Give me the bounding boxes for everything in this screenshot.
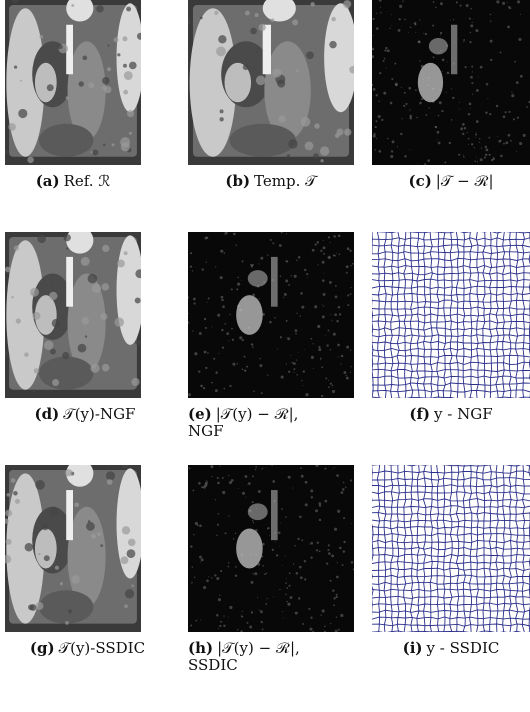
caption-label: (a) [36, 172, 60, 190]
caption: (f)y - NGF [372, 406, 530, 423]
subfigure-image [188, 0, 354, 165]
subfigure: (b)Temp. 𝒯 [188, 0, 354, 190]
caption-label: (d) [35, 405, 60, 423]
subfigure-image [188, 465, 354, 632]
subfigure-image [5, 232, 141, 398]
caption-text: y - SSDIC [427, 639, 500, 657]
caption-text: Ref. ℛ [64, 172, 111, 190]
caption-text: |𝒯 − ℛ| [436, 172, 494, 190]
caption-label: (i) [403, 639, 423, 657]
caption-label: (f) [409, 405, 430, 423]
caption-label: (b) [225, 172, 250, 190]
caption: (b)Temp. 𝒯 [188, 173, 354, 190]
caption: (a)Ref. ℛ [5, 173, 141, 190]
caption-label: (c) [408, 172, 431, 190]
subfigure: (d)𝒯(y)-NGF [0, 232, 170, 423]
subfigure-image [372, 0, 530, 165]
subfigure-image [5, 0, 141, 165]
subfigure: (c) |𝒯 − ℛ| [372, 0, 530, 190]
subfigure: (f)y - NGF [372, 232, 530, 423]
caption: (i)y - SSDIC [372, 640, 530, 657]
subfigure: (a)Ref. ℛ [5, 0, 141, 190]
figure-page: (a)Ref. ℛ (b)Temp. 𝒯 (c) |𝒯 − ℛ| (d)𝒯(y)-NGF… [0, 0, 530, 712]
subfigure: (e)|𝒯(y) − ℛ|, NGF [186, 232, 356, 440]
caption-text: 𝒯(y)-NGF [63, 405, 135, 423]
caption-text: Temp. 𝒯 [254, 172, 317, 190]
caption-text: y - NGF [434, 405, 493, 423]
caption-label: (e) [188, 405, 212, 423]
subfigure-image [372, 232, 530, 398]
subfigure: (h)|𝒯(y) − ℛ|, SSDIC [186, 465, 356, 674]
caption: (c) |𝒯 − ℛ| [372, 173, 530, 190]
caption: (e)|𝒯(y) − ℛ|, NGF [188, 406, 338, 440]
caption-text: 𝒯(y)-SSDIC [59, 639, 145, 657]
subfigure: (g)𝒯(y)-SSDIC [0, 465, 175, 657]
caption: (g)𝒯(y)-SSDIC [0, 640, 175, 657]
caption-label: (h) [188, 639, 213, 657]
subfigure: (i)y - SSDIC [372, 465, 530, 657]
subfigure-image [372, 465, 530, 632]
caption: (h)|𝒯(y) − ℛ|, SSDIC [188, 640, 338, 674]
subfigure-image [5, 465, 141, 632]
caption: (d)𝒯(y)-NGF [0, 406, 170, 423]
subfigure-image [188, 232, 354, 398]
caption-label: (g) [30, 639, 55, 657]
